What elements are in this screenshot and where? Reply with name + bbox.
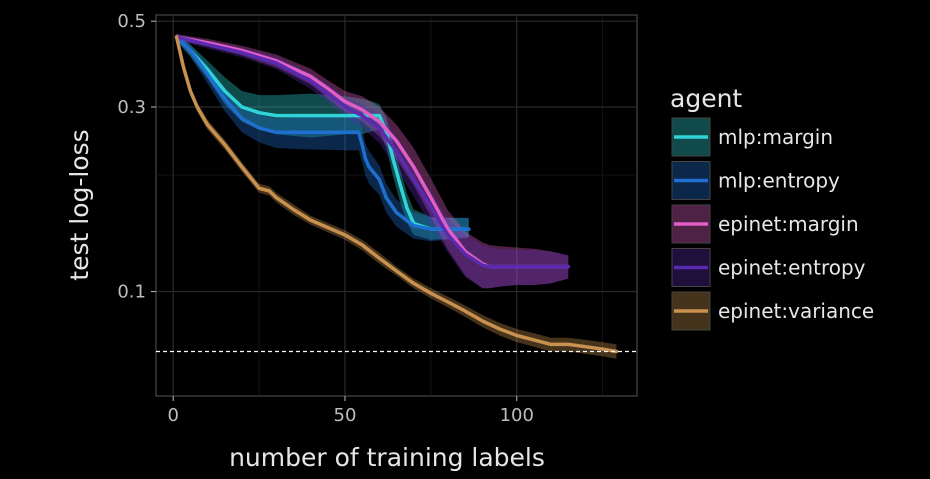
x-tick-label: 0 <box>167 405 178 426</box>
line-mlp-entropy <box>174 35 471 231</box>
band-epinet-margin <box>176 34 569 289</box>
line-mlp-margin <box>174 35 471 231</box>
series-lines <box>174 35 619 354</box>
band-mlp-entropy <box>176 33 469 242</box>
grid-lines <box>156 15 637 396</box>
legend-item: epinet:entropy <box>671 248 866 287</box>
x-axis-ticks: 0 50 100 <box>167 396 534 426</box>
legend: mlp:margin mlp:entropy epinet:margin epinet… <box>671 117 874 331</box>
legend-item: epinet:variance <box>671 291 874 331</box>
y-tick-label: 0.5 <box>117 11 146 32</box>
y-tick-label: 0.1 <box>117 282 146 303</box>
line-epinet-entropy <box>174 35 571 269</box>
legend-title: agent <box>670 84 742 113</box>
band-epinet-entropy <box>176 34 569 289</box>
legend-item: mlp:entropy <box>671 161 840 200</box>
legend-label: mlp:entropy <box>718 169 840 193</box>
legend-label: epinet:variance <box>718 299 874 323</box>
line-epinet-variance <box>174 35 619 354</box>
plot-panel <box>155 14 638 397</box>
legend-label: epinet:entropy <box>718 256 866 280</box>
x-tick-label: 50 <box>334 405 357 426</box>
y-axis-label: test log-loss <box>65 129 94 280</box>
x-tick-label: 100 <box>500 405 534 426</box>
y-axis-ticks: 0.1 0.3 0.5 <box>117 11 156 303</box>
legend-label: mlp:margin <box>718 125 833 149</box>
x-axis-label: number of training labels <box>229 443 545 472</box>
y-tick-label: 0.3 <box>117 97 146 118</box>
legend-item: epinet:margin <box>671 204 859 244</box>
legend-item: mlp:margin <box>671 117 833 157</box>
legend-label: epinet:margin <box>718 212 859 236</box>
